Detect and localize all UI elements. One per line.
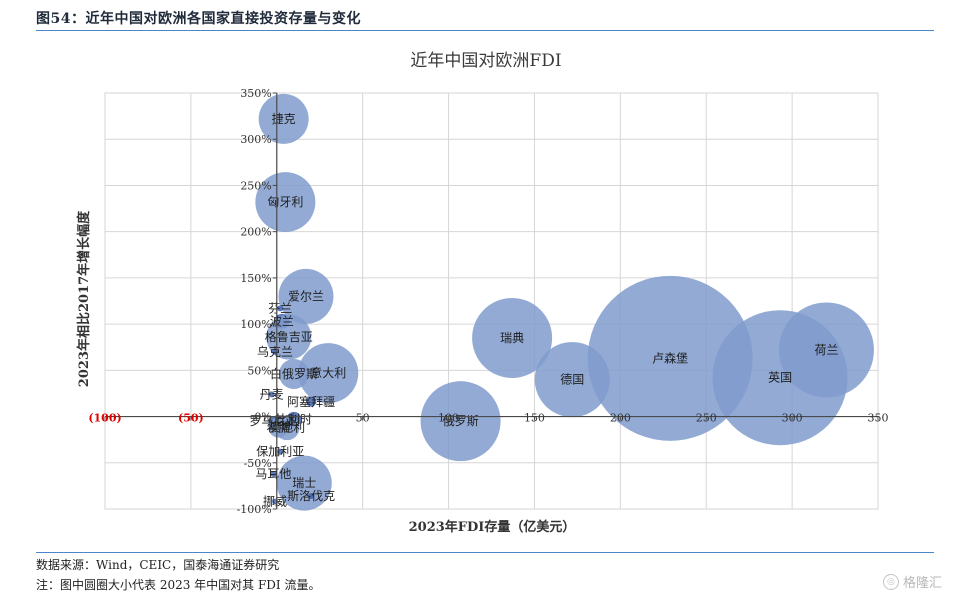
bubble-label: 挪威	[263, 495, 287, 509]
x-tick-label: 200	[610, 412, 631, 425]
bubble-卢森堡	[587, 275, 753, 441]
bubble-俄罗斯	[420, 381, 501, 462]
bubble-奥地利	[274, 415, 300, 441]
bubble-罗马尼亚	[268, 416, 279, 427]
bubble-荷兰	[778, 302, 874, 398]
bubble-阿塞拜疆	[306, 396, 317, 407]
bubble-label: 德国	[560, 372, 584, 387]
bubble-label: 格鲁吉亚	[265, 329, 313, 344]
bubble-马耳他	[270, 470, 277, 477]
bubble-英国	[712, 310, 848, 446]
x-tick-label: 50	[356, 412, 370, 425]
bubble-波兰	[274, 313, 290, 329]
bubble-label: 乌克兰	[257, 344, 293, 359]
y-axis-title: 2023年相比2017年增长幅度	[76, 210, 92, 387]
bubble-label: 比利时	[276, 412, 312, 426]
bubble-label: 匈牙利	[267, 195, 303, 209]
bubble-label: 希腊	[266, 420, 290, 435]
bubble-意大利	[298, 343, 359, 404]
bubble-label: 意大利	[310, 365, 346, 380]
x-tick-label: 100	[438, 412, 459, 425]
bubble-label: 罗马尼亚	[249, 414, 297, 428]
bubble-瑞典	[472, 297, 553, 378]
bubble-label: 芬兰	[268, 301, 292, 315]
bubble-白俄罗斯	[278, 359, 309, 390]
x-axis-title: 2023年FDI存量（亿美元）	[409, 519, 576, 535]
y-tick-label: -100%	[237, 503, 272, 516]
x-tick-label: 150	[524, 412, 545, 425]
watermark-text: 格隆汇	[902, 576, 942, 591]
x-tick-label: 250	[696, 412, 717, 425]
bubble-希腊	[268, 417, 289, 438]
bubble-label: 俄罗斯	[443, 414, 479, 428]
bubble-比利时	[286, 411, 302, 427]
figure-header: 图54：近年中国对欧洲各国家直接投资存量与变化	[36, 6, 934, 31]
size-note: 注：图中圆圈大小代表 2023 年中国对其 FDI 流量。	[36, 578, 321, 592]
y-tick-label: 350%	[240, 87, 271, 100]
bubble-挪威	[272, 498, 279, 505]
bubble-label: 阿塞拜疆	[287, 394, 335, 409]
bubble-瑞士	[276, 455, 332, 511]
y-tick-label: 200%	[240, 226, 271, 239]
bubble-匈牙利	[255, 172, 316, 233]
x-tick-label: (50)	[178, 412, 204, 425]
bubble-保加利亚	[277, 448, 284, 455]
bubble-label: 捷克	[272, 112, 296, 126]
bubble-label: 斯洛伐克	[287, 488, 335, 503]
bubble-label: 白俄罗斯	[270, 366, 318, 381]
bubble-格鲁吉亚	[266, 314, 312, 360]
x-tick-label: 350	[868, 412, 889, 425]
y-tick-label: 300%	[240, 133, 271, 146]
bubble-芬兰	[277, 305, 284, 312]
bubble-label: 奥地利	[269, 421, 305, 435]
bubble-乌克兰	[272, 348, 279, 355]
bubble-label: 保加利亚	[256, 445, 304, 459]
bubble-丹麦	[268, 391, 275, 398]
bubble-捷克	[258, 93, 309, 144]
bubble-label: 荷兰	[814, 343, 838, 357]
bubble-label: 卢森堡	[652, 350, 688, 365]
bubble-label: 马耳他	[255, 467, 291, 481]
plot-frame	[104, 92, 879, 510]
bubble-label: 爱尔兰	[288, 288, 324, 303]
bubble-斯洛伐克	[308, 493, 315, 500]
bubble-label: 瑞典	[500, 331, 524, 345]
bubble-德国	[534, 342, 610, 418]
bubble-label: 瑞士	[292, 476, 316, 490]
bubble-label: 丹麦	[260, 387, 284, 401]
bubble-label: 波兰	[270, 314, 294, 328]
bubble-label: 英国	[768, 371, 792, 385]
y-tick-label: -50%	[244, 457, 272, 470]
y-tick-label: 0%	[254, 411, 271, 424]
x-tick-label: 300	[782, 412, 803, 425]
y-tick-label: 150%	[240, 272, 271, 285]
y-tick-label: 50%	[247, 364, 271, 377]
watermark: ◎ 格隆汇	[882, 572, 942, 591]
x-tick-label: (100)	[88, 412, 121, 425]
chart-title: 近年中国对欧洲FDI	[410, 51, 561, 71]
figure-title: 图54：近年中国对欧洲各国家直接投资存量与变化	[36, 11, 361, 27]
bubble-爱尔兰	[278, 268, 334, 324]
globe-icon: ◎	[882, 573, 899, 590]
y-tick-label: 250%	[240, 179, 271, 192]
source-note: 数据来源：Wind，CEIC，国泰海通证券研究	[36, 558, 280, 572]
footer-rule	[36, 552, 934, 553]
y-tick-label: 100%	[240, 318, 271, 331]
